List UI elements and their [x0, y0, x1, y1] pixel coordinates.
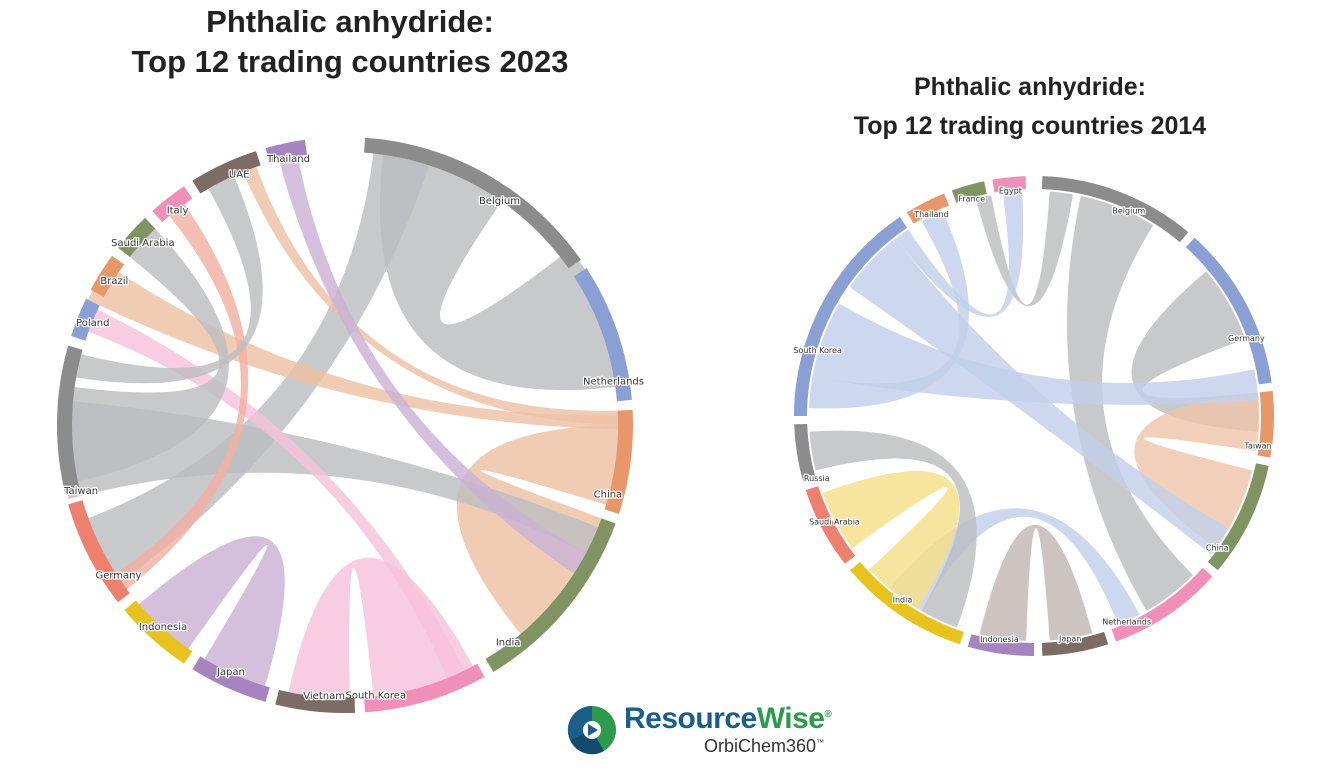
segment-2014-japan — [1041, 631, 1109, 656]
chord-ribbon-2014-7 — [979, 524, 1093, 641]
chord-ribbon-2023-7 — [285, 557, 480, 711]
segment-label-2014-egypt: Egypt — [999, 187, 1022, 196]
chart-2023-title-line1: Phthalic anhydride: — [206, 4, 494, 39]
chord-ribbon-2014-9 — [822, 471, 960, 609]
segment-label-2023-indonesia: Indonesia — [139, 622, 187, 633]
segment-label-2014-netherlands: Netherlands — [1102, 618, 1151, 627]
segment-label-2014-russia: Russia — [804, 474, 830, 483]
product-name: OrbiChem360™ — [704, 736, 824, 757]
chart-2014-title: Phthalic anhydride: Top 12 trading count… — [800, 68, 1260, 146]
segment-label-2014-india: India — [893, 595, 913, 604]
segment-2023-uae — [192, 151, 261, 194]
segment-2023-south-korea — [364, 663, 485, 713]
segment-2023-netherlands — [573, 268, 632, 402]
chart-2014-title-line1: Phthalic anhydride: — [914, 73, 1146, 101]
segment-2023-taiwan — [57, 345, 83, 495]
product-label: OrbiChem360 — [704, 736, 817, 756]
chord-ribbon-2023-3 — [237, 154, 631, 426]
segment-label-2023-uae: UAE — [229, 169, 249, 180]
segment-2014-south-korea — [794, 217, 908, 416]
segment-2023-italy — [152, 186, 193, 223]
segment-label-2014-south-korea: South Korea — [793, 346, 842, 355]
segment-2023-germany — [68, 500, 130, 603]
brand-name: ResourceWise® — [624, 702, 832, 736]
segment-label-2023-saudi-arabia: Saudi Arabia — [111, 238, 174, 249]
chord-ribbon-2014-0 — [975, 191, 1074, 307]
chord-ribbon-2014-1 — [1067, 195, 1194, 611]
segment-label-2023-brazil: Brazil — [100, 276, 128, 287]
segment-label-2014-indonesia: Indonesia — [980, 635, 1019, 644]
segment-label-2014-france: France — [958, 194, 985, 203]
segment-2023-thailand — [265, 139, 308, 163]
chord-diagram-2014: Belgium Germany Taiwan China Netherlands Japa… — [792, 176, 1274, 656]
segment-label-2023-germany: Germany — [95, 571, 141, 582]
segment-2014-taiwan — [1257, 390, 1274, 458]
segment-2023-india — [485, 518, 616, 672]
chord-ribbon-2014-8 — [809, 430, 977, 628]
segment-2023-poland — [71, 298, 100, 341]
segment-2014-thailand — [906, 193, 949, 224]
segment-label-2023-japan: Japan — [216, 667, 245, 678]
segment-2023-china — [604, 409, 633, 514]
segment-2014-france — [951, 181, 987, 203]
registered-mark: ® — [824, 709, 832, 720]
chord-ribbon-2023-10 — [105, 193, 249, 598]
chord-ribbon-2014-2 — [1131, 271, 1259, 432]
segment-label-2014-china: China — [1206, 544, 1229, 553]
segment-label-2023-india: India — [496, 638, 521, 649]
segment-label-2014-thailand: Thailand — [913, 210, 948, 219]
chord-diagram-2023: Belgium Netherlands China India South KoreaV… — [57, 137, 645, 714]
segment-2014-china — [1207, 463, 1269, 571]
segment-label-2014-japan: Japan — [1058, 635, 1081, 644]
resourcewise-logo-icon — [567, 705, 616, 755]
segment-2014-saudi-arabia — [805, 486, 856, 564]
brand-part-wise: Wise — [756, 702, 825, 735]
segment-label-2023-italy: Italy — [167, 206, 189, 217]
chord-ribbon-2023-1 — [76, 140, 434, 590]
chord-ribbon-2023-5 — [59, 400, 611, 560]
segment-label-2023-netherlands: Netherlands — [583, 377, 644, 388]
segment-label-2023-taiwan: Taiwan — [63, 486, 98, 497]
chord-ribbon-2023-12 — [63, 163, 263, 384]
segment-label-2023-thailand: Thailand — [266, 154, 310, 165]
segment-label-2023-south-korea: South Korea — [345, 690, 406, 701]
resourcewise-logo: ResourceWise® OrbiChem360™ — [564, 700, 854, 762]
segment-2023-indonesia — [124, 600, 193, 664]
segment-2014-netherlands — [1111, 567, 1213, 642]
segment-2014-belgium — [1041, 176, 1189, 243]
segment-label-2023-china: China — [594, 490, 623, 501]
segment-label-2014-germany: Germany — [1228, 334, 1265, 343]
segment-label-2023-poland: Poland — [76, 318, 109, 329]
segment-2014-indonesia — [967, 634, 1034, 656]
brand-part-resource: Resource — [624, 702, 757, 735]
segment-label-2023-vietnam: Vietnam — [303, 691, 345, 702]
segment-2023-japan — [192, 656, 270, 702]
chord-ribbon-2023-11 — [59, 219, 229, 485]
chart-2023-title-line2: Top 12 trading countries 2023 — [131, 44, 569, 79]
trademark-mark: ™ — [816, 738, 825, 747]
chord-ribbon-2023-9 — [129, 536, 285, 699]
segment-label-2014-taiwan: Taiwan — [1243, 441, 1271, 450]
segment-label-2014-belgium: Belgium — [1112, 206, 1145, 215]
segment-2023-brazil — [90, 255, 125, 297]
chord-ribbon-2014-10 — [809, 210, 969, 409]
segment-label-2014-saudi-arabia: Saudi Arabia — [809, 518, 860, 527]
segment-2014-germany — [1185, 237, 1272, 385]
chord-ribbon-2014-5 — [849, 238, 1229, 555]
segment-2023-vietnam — [275, 689, 356, 714]
chart-2014-title-line2: Top 12 trading countries 2014 — [853, 112, 1207, 140]
segment-label-2023-belgium: Belgium — [479, 196, 520, 207]
chord-ribbon-2023-8 — [76, 304, 471, 691]
chord-ribbon-2023-0 — [379, 141, 629, 391]
segment-2023-saudi-arabia — [118, 217, 156, 257]
chord-ribbon-2014-11 — [895, 191, 1024, 317]
segment-2014-india — [850, 561, 964, 645]
chord-ribbon-2014-3 — [1134, 392, 1259, 549]
segment-2014-russia — [794, 423, 816, 483]
segment-2023-belgium — [364, 137, 581, 269]
chart-2023-title: Phthalic anhydride: Top 12 trading count… — [60, 2, 640, 82]
segment-2014-egypt — [992, 176, 1027, 193]
